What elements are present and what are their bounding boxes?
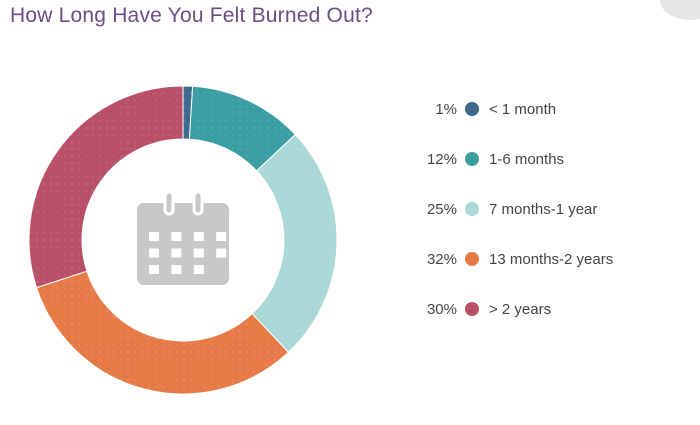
legend-percent: 1% [435,100,457,118]
legend-item-7-months-1-year: 25% 7 months-1 year [405,184,690,234]
legend-label: 7 months-1 year [489,200,598,218]
legend-label: < 1 month [489,100,557,118]
legend-item-1-6-months: 12% 1-6 months [405,134,690,184]
legend-label: > 2 years [489,300,552,318]
legend-swatch [465,252,479,266]
donut-slice-7-months-1-year [251,133,338,353]
legend-item-lt-1-month: 1% < 1 month [405,84,690,134]
calendar-cell [193,232,204,241]
legend-percent: 12% [426,150,457,168]
legend-swatch [465,152,479,166]
calendar-cell [149,248,159,258]
legend-percent: 32% [426,250,457,268]
legend-label: 13 months-2 years [489,250,614,268]
chart-title: How Long Have You Felt Burned Out? [10,4,373,27]
legend-swatch [465,102,479,116]
legend-label: 1-6 months [489,150,565,168]
calendar-cell [149,265,159,274]
calendar-cell [238,248,249,258]
calendar-icon [137,190,249,285]
calendar-cell [193,248,204,258]
donut-slice-13-months-2-years [35,270,290,395]
calendar-cell [238,232,249,241]
calendar-cell [216,232,227,241]
legend-swatch [465,302,479,316]
calendar-cell [149,232,159,241]
legend-item-13-months-2-years: 32% 13 months-2 years [405,234,690,284]
legend-item-gt-2-years: 30% > 2 years [405,284,690,334]
calendar-cell [171,248,182,258]
legend-percent: 30% [426,300,457,318]
calendar-cell [171,232,182,241]
calendar-cell [193,265,204,274]
calendar-cell [216,248,227,258]
legend-swatch [465,202,479,216]
legend: 1% < 1 month 12% 1-6 months 25% 7 months… [405,84,690,334]
legend-percent: 25% [426,200,457,218]
corner-shade [660,0,700,20]
calendar-cell [171,265,182,274]
